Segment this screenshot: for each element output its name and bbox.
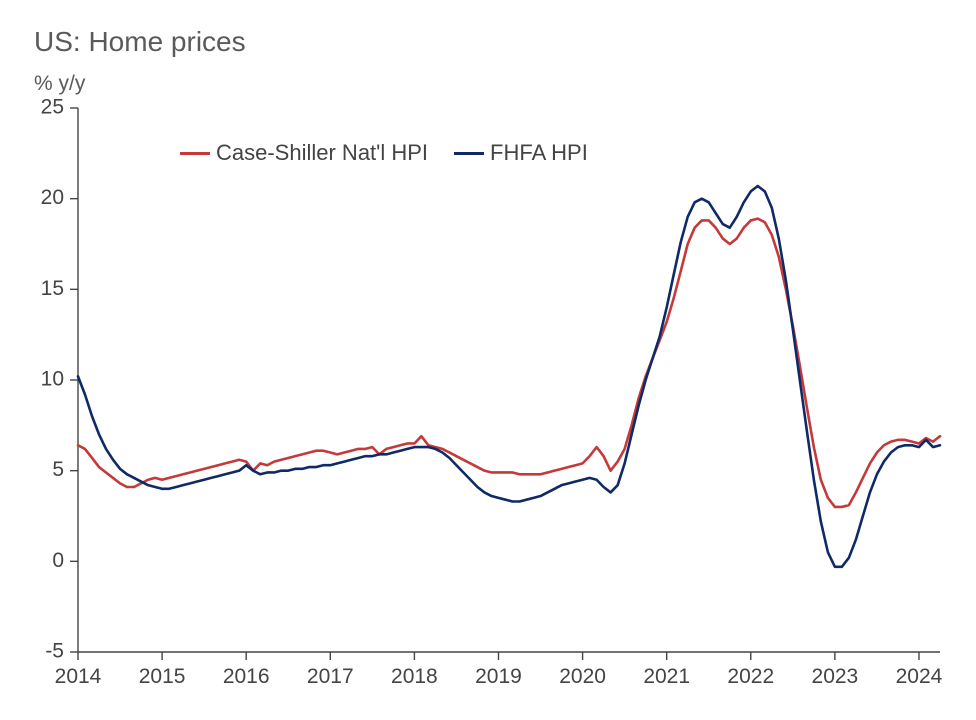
x-tick-label: 2015	[139, 665, 186, 688]
x-tick-label: 2024	[896, 665, 943, 688]
x-tick-label: 2018	[391, 665, 438, 688]
chart-svg: -5 0 5 10 15 20 25 2014 2015 2016 2017 2018 2019 2020…	[0, 0, 976, 720]
y-tick-label: -5	[45, 640, 64, 663]
x-tick-label: 2021	[643, 665, 690, 688]
y-tick-label: 15	[41, 277, 64, 300]
x-tick-label: 2020	[559, 665, 606, 688]
series-line	[78, 186, 940, 567]
y-tick-label: 5	[52, 458, 64, 481]
y-tick-label: 10	[41, 368, 64, 391]
y-tick-label: 20	[41, 186, 64, 209]
y-tick-label: 0	[52, 549, 64, 572]
y-tick-label: 25	[41, 96, 64, 119]
chart-container: US: Home prices % y/y Case-Shiller Nat'l…	[0, 0, 976, 720]
x-tick-label: 2017	[307, 665, 354, 688]
x-tick-label: 2016	[223, 665, 270, 688]
x-tick-label: 2022	[727, 665, 774, 688]
x-tick-label: 2019	[475, 665, 522, 688]
x-tick-label: 2023	[812, 665, 859, 688]
x-tick-label: 2014	[55, 665, 102, 688]
